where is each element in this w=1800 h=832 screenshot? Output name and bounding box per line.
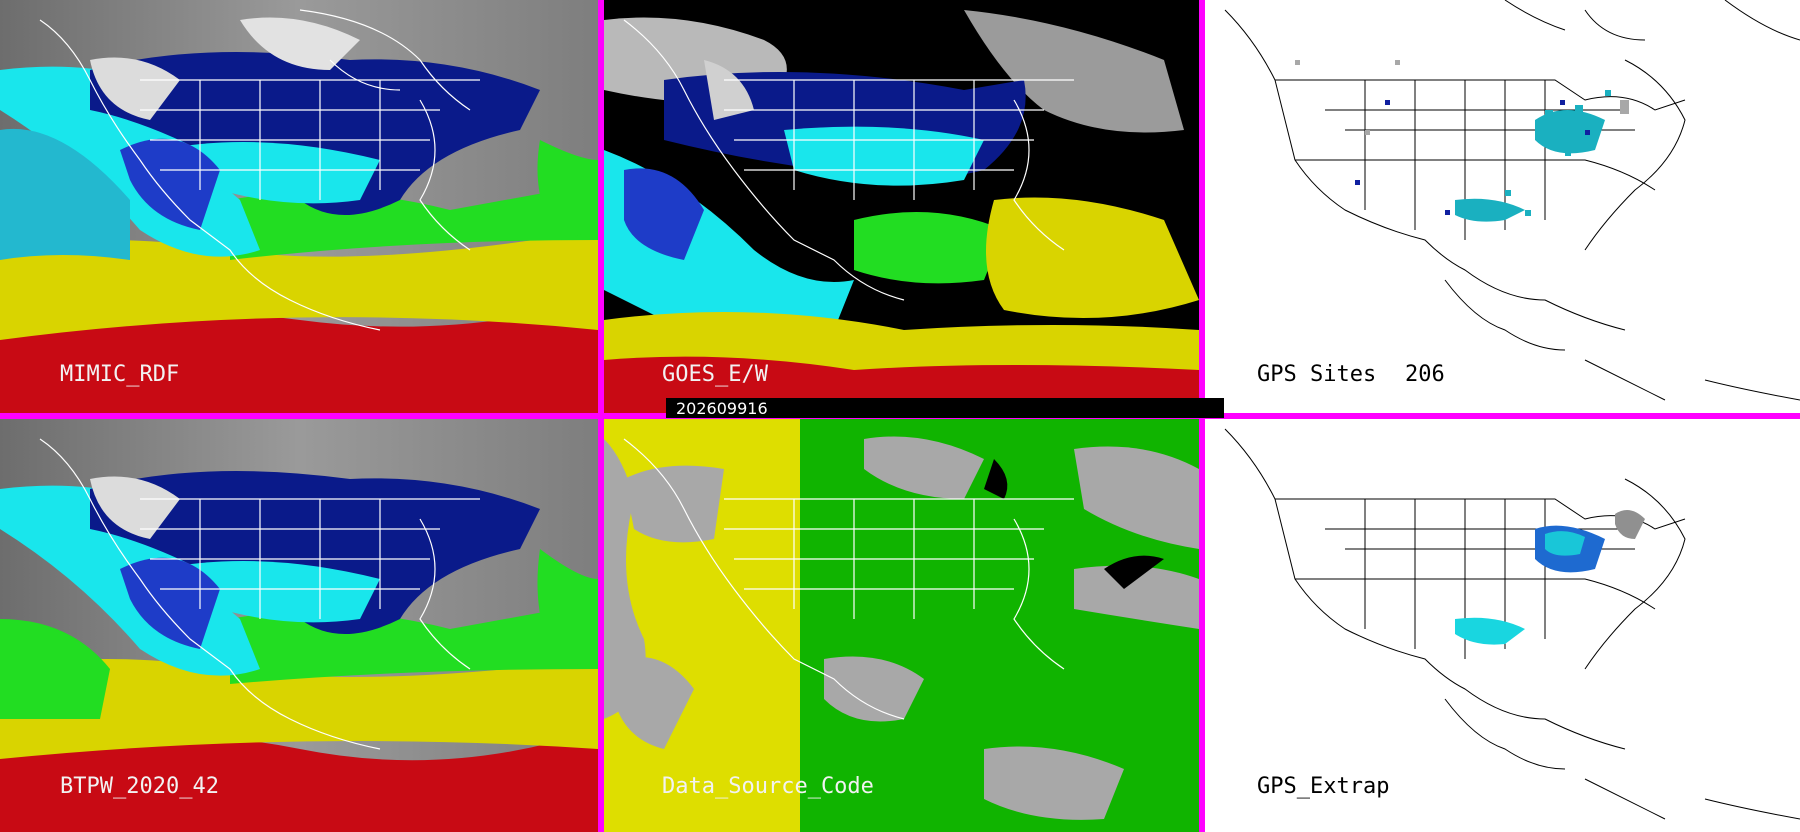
mimic-panel: MIMIC_RDF: [0, 0, 598, 413]
gps-sites-count: 206: [1405, 362, 1445, 387]
goes-panel: GOES_E/W: [604, 0, 1199, 413]
gps-extrap-label: GPS_Extrap: [1257, 774, 1390, 799]
gps-sites-label: GPS Sites: [1257, 362, 1377, 387]
btpw-map: [0, 419, 598, 832]
btpw-panel: BTPW_2020_42: [0, 419, 598, 832]
data-source-label: Data_Source_Code: [662, 774, 874, 799]
timestamp-bar: 202609916: [666, 398, 1224, 418]
goes-map: [604, 0, 1199, 413]
gps-extrap-panel: GPS_Extrap: [1205, 419, 1800, 832]
data-source-map: [604, 419, 1199, 832]
mimic-label: MIMIC_RDF: [60, 362, 180, 387]
data-source-panel: Data_Source_Code: [604, 419, 1199, 832]
gps-sites-map: [1205, 0, 1800, 413]
gps-sites-panel: GPS Sites 206: [1205, 0, 1800, 413]
goes-label: GOES_E/W: [662, 362, 768, 387]
mimic-map: [0, 0, 598, 413]
btpw-label: BTPW_2020_42: [60, 774, 219, 799]
gps-extrap-map: [1205, 419, 1800, 832]
timestamp: 202609916: [676, 399, 768, 418]
